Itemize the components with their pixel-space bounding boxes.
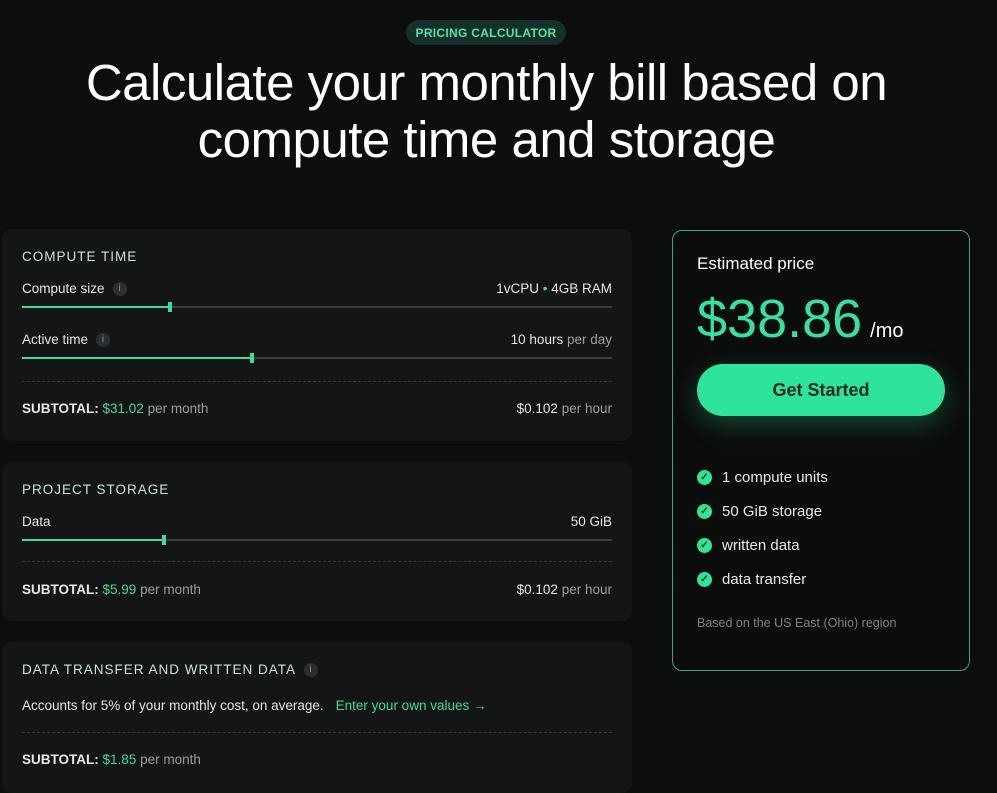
compute-rate: $0.102 per hour [516,401,612,416]
estimated-price: $38.86 [697,289,863,349]
check-icon: ✓ [697,571,712,587]
active-time-slider[interactable] [22,353,612,363]
storage-subtotal: SUBTOTAL: $5.99 per month [22,582,201,597]
project-storage-card: PROJECT STORAGE Data 50 GiB SUBTOTAL: $5… [2,462,632,621]
info-icon[interactable]: i [304,662,319,677]
feature-item: ✓ data transfer [697,562,945,596]
slider-thumb[interactable] [250,353,255,363]
pricing-calculator-badge: PRICING CALCULATOR [406,20,566,45]
feature-item: ✓ written data [697,528,945,562]
compute-subtotal: SUBTOTAL: $31.02 per month [22,401,209,416]
data-value: 50 GiB [570,514,612,529]
estimate-card: Estimated price $38.86 /mo Get Started ✓… [672,230,970,671]
compute-size-slider[interactable] [22,302,612,312]
compute-size-value: 1vCPU • 4GB RAM [496,281,612,296]
feature-item: ✓ 50 GiB storage [697,494,945,528]
page-title: Calculate your monthly bill based on comp… [0,54,973,168]
slider-thumb[interactable] [161,535,166,545]
slider-thumb[interactable] [167,302,172,312]
check-icon: ✓ [697,503,712,519]
info-icon[interactable]: i [112,281,127,296]
storage-heading: PROJECT STORAGE [22,482,170,497]
get-started-button[interactable]: Get Started [697,364,945,416]
transfer-description: Accounts for 5% of your monthly cost, on… [22,698,324,713]
enter-own-values-link[interactable]: Enter your own values → [335,698,487,713]
active-time-label: Active time [22,332,89,347]
storage-slider[interactable] [22,535,612,545]
info-icon[interactable]: i [96,332,111,347]
storage-rate: $0.102 per hour [516,582,612,597]
compute-time-card: COMPUTE TIME Compute size i 1vCPU • 4GB R… [2,229,632,441]
transfer-subtotal: SUBTOTAL: $1.85 per month [22,752,201,767]
check-icon: ✓ [697,469,712,485]
data-transfer-card: DATA TRANSFER AND WRITTEN DATA i Accounts… [2,642,632,793]
price-period: /mo [870,320,904,342]
compute-size-label: Compute size [22,281,105,296]
title-line-1: Calculate your monthly bill based on [85,54,888,111]
transfer-heading: DATA TRANSFER AND WRITTEN DATA [22,662,297,677]
check-icon: ✓ [697,537,712,553]
region-note: Based on the US East (Ohio) region [697,616,897,630]
compute-heading: COMPUTE TIME [22,249,138,264]
active-time-value: 10 hours per day [510,332,612,347]
feature-item: ✓ 1 compute units [697,460,945,494]
feature-list: ✓ 1 compute units ✓ 50 GiB storage ✓ writte… [697,460,945,596]
title-line-2: compute time and storage [197,111,776,168]
estimate-heading: Estimated price [697,254,815,273]
data-label: Data [22,514,51,529]
